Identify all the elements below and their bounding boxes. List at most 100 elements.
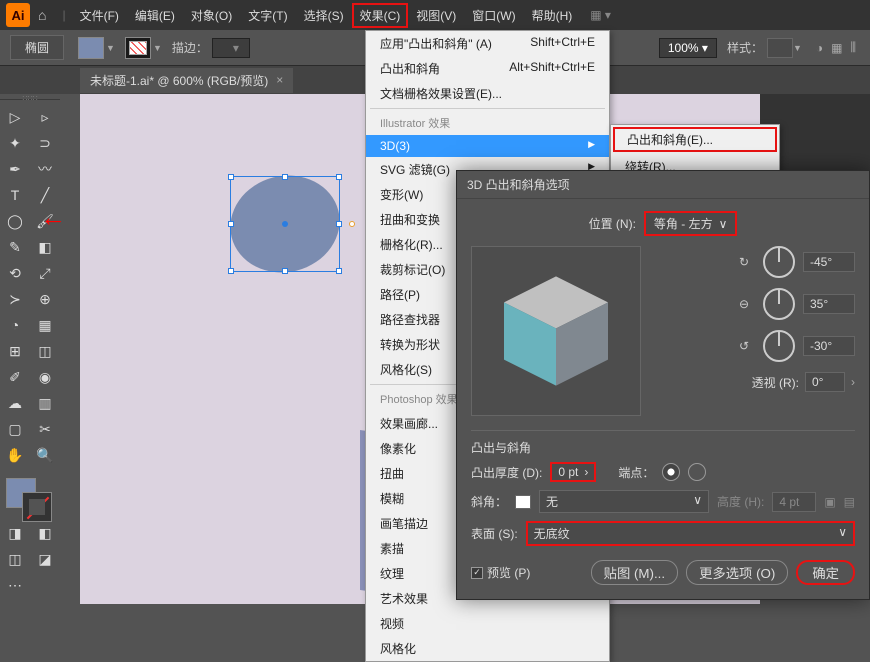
document-tab[interactable]: 未标题-1.ai* @ 600% (RGB/预览) × xyxy=(80,68,293,93)
surface-dropdown[interactable]: 无底纹∨ xyxy=(526,521,855,546)
angle-dial-z[interactable] xyxy=(763,330,795,362)
stroke-label: 描边： xyxy=(172,39,208,56)
angle-x-field[interactable]: -45° xyxy=(803,252,855,272)
menu-对象(O)[interactable]: 对象(O) xyxy=(183,3,240,28)
depth-field[interactable]: 0 pt› xyxy=(550,462,596,482)
zoom-field[interactable]: 100% ▾ xyxy=(659,38,717,58)
cap-off-icon[interactable] xyxy=(688,463,706,481)
stroke-width-dd[interactable]: ▾ xyxy=(212,38,250,58)
eyedropper-tool[interactable]: ✐ xyxy=(0,364,30,390)
menu-效果(C)[interactable]: 效果(C) xyxy=(352,3,409,28)
chevron-down-icon[interactable]: ▼ xyxy=(106,43,115,53)
angle-dial-x[interactable] xyxy=(763,246,795,278)
panel-grip[interactable]: ∷∷∷ xyxy=(0,94,60,100)
perspective-field[interactable]: 0° xyxy=(805,372,845,392)
cap-on-icon[interactable] xyxy=(662,463,680,481)
draw-mode-icon[interactable]: ◪ xyxy=(30,546,60,572)
bevel-label: 斜角： xyxy=(471,493,507,510)
preview-checkbox[interactable]: ✓预览 (P) xyxy=(471,564,530,581)
bevel-out-icon: ▤ xyxy=(844,495,855,509)
ok-button[interactable]: 确定 xyxy=(796,560,855,585)
color-mode-icon[interactable]: ◨ xyxy=(0,520,30,546)
menu-选择(S)[interactable]: 选择(S) xyxy=(296,3,352,28)
pen-tool[interactable]: ✒ xyxy=(0,156,30,182)
shaper-tool[interactable]: ✎ xyxy=(0,234,30,260)
menu-item[interactable]: 风格化 xyxy=(366,636,609,661)
screen-mode-icon[interactable]: ◫ xyxy=(0,546,30,572)
surface-label: 表面 (S): xyxy=(471,525,518,542)
extrude-section-title: 凸出与斜角 xyxy=(471,430,855,456)
ellipse-tool[interactable]: ◯ xyxy=(0,208,30,234)
selection-tool[interactable]: ▷ xyxy=(0,104,30,130)
mesh-tool[interactable]: ⊞ xyxy=(0,338,30,364)
close-icon[interactable]: × xyxy=(276,73,283,87)
graph-tool[interactable]: ▥ xyxy=(30,390,60,416)
chevron-down-icon[interactable]: ▼ xyxy=(153,43,162,53)
chevron-down-icon[interactable]: ▼ xyxy=(793,43,802,53)
menu-item[interactable]: 3D(3)▶ xyxy=(366,135,609,157)
map-art-button[interactable]: 贴图 (M)... xyxy=(591,560,678,585)
menu-item[interactable]: 视频 xyxy=(366,611,609,636)
app-logo: Ai xyxy=(6,3,30,27)
menu-item[interactable]: 凸出和斜角 Alt+Shift+Ctrl+E xyxy=(366,56,609,81)
edit-toolbar-icon[interactable]: ⋯ xyxy=(0,572,30,598)
curvature-tool[interactable]: 〰 xyxy=(30,156,60,182)
shape-builder-tool[interactable]: ◔ xyxy=(0,312,30,338)
position-dropdown[interactable]: 等角 - 左方∨ xyxy=(644,211,737,236)
menu-item[interactable]: 文档栅格效果设置(E)... xyxy=(366,81,609,106)
zoom-tool[interactable]: 🔍 xyxy=(30,442,60,468)
scale-tool[interactable]: ⤢ xyxy=(30,260,60,286)
panel-icon[interactable]: ◑ xyxy=(816,41,823,55)
blend-tool[interactable]: ◉ xyxy=(30,364,60,390)
shape-selector[interactable]: 椭圆 xyxy=(10,35,64,60)
menu-编辑(E)[interactable]: 编辑(E) xyxy=(127,3,183,28)
angle-z-field[interactable]: -30° xyxy=(803,336,855,356)
width-tool[interactable]: ≻ xyxy=(0,286,30,312)
lasso-tool[interactable]: ⊃ xyxy=(30,130,60,156)
home-icon[interactable]: ⌂ xyxy=(38,7,46,23)
gradient-mode-icon[interactable]: ◧ xyxy=(30,520,60,546)
height-label: 高度 (H): xyxy=(717,493,764,510)
stroke-color[interactable] xyxy=(22,492,52,522)
height-field: 4 pt xyxy=(772,492,816,512)
direct-select-tool[interactable]: ▹ xyxy=(30,104,60,130)
fill-stroke-display[interactable] xyxy=(0,476,60,520)
perspective-tool[interactable]: ▦ xyxy=(30,312,60,338)
style-dd[interactable] xyxy=(767,38,793,58)
menu-section-label: Illustrator 效果 xyxy=(366,111,609,135)
menu-帮助(H)[interactable]: 帮助(H) xyxy=(524,3,581,28)
tab-title: 未标题-1.ai* @ 600% (RGB/预览) xyxy=(90,72,268,89)
rotate-tool[interactable]: ⟲ xyxy=(0,260,30,286)
type-tool[interactable]: T xyxy=(0,182,30,208)
panel-icon[interactable]: ▦ xyxy=(831,41,842,55)
cube-preview[interactable] xyxy=(471,246,641,416)
bevel-dropdown[interactable]: 无∨ xyxy=(539,490,709,513)
menu-文件(F)[interactable]: 文件(F) xyxy=(72,3,127,28)
fill-swatch[interactable] xyxy=(78,37,104,59)
position-label: 位置 (N): xyxy=(589,215,636,232)
menu-窗口(W)[interactable]: 窗口(W) xyxy=(464,3,523,28)
cap-label: 端点： xyxy=(618,464,654,481)
menu-item[interactable]: 应用"凸出和斜角" (A)Shift+Ctrl+E xyxy=(366,31,609,56)
submenu-extrude[interactable]: 凸出和斜角(E)... xyxy=(613,127,777,152)
eraser-tool[interactable]: ◧ xyxy=(30,234,60,260)
panel-icon[interactable]: ⫼ xyxy=(850,40,856,55)
menu-文字(T)[interactable]: 文字(T) xyxy=(240,3,295,28)
rotate-y-icon: ⊖ xyxy=(739,297,755,311)
slice-tool[interactable]: ✂ xyxy=(30,416,60,442)
stepper-icon[interactable]: › xyxy=(851,375,855,389)
gradient-tool[interactable]: ◫ xyxy=(30,338,60,364)
menu-视图(V)[interactable]: 视图(V) xyxy=(408,3,464,28)
free-transform-tool[interactable]: ⊕ xyxy=(30,286,60,312)
bevel-preview-icon xyxy=(515,495,531,509)
magic-wand-tool[interactable]: ✦ xyxy=(0,130,30,156)
artboard-tool[interactable]: ▢ xyxy=(0,416,30,442)
symbol-tool[interactable]: ☁ xyxy=(0,390,30,416)
angle-dial-y[interactable] xyxy=(763,288,795,320)
perspective-label: 透视 (R): xyxy=(752,374,799,391)
stroke-swatch[interactable] xyxy=(125,37,151,59)
more-options-button[interactable]: 更多选项 (O) xyxy=(686,560,788,585)
angle-y-field[interactable]: 35° xyxy=(803,294,855,314)
workspace-icon[interactable]: ▦ ▾ xyxy=(590,8,611,22)
hand-tool[interactable]: ✋ xyxy=(0,442,30,468)
